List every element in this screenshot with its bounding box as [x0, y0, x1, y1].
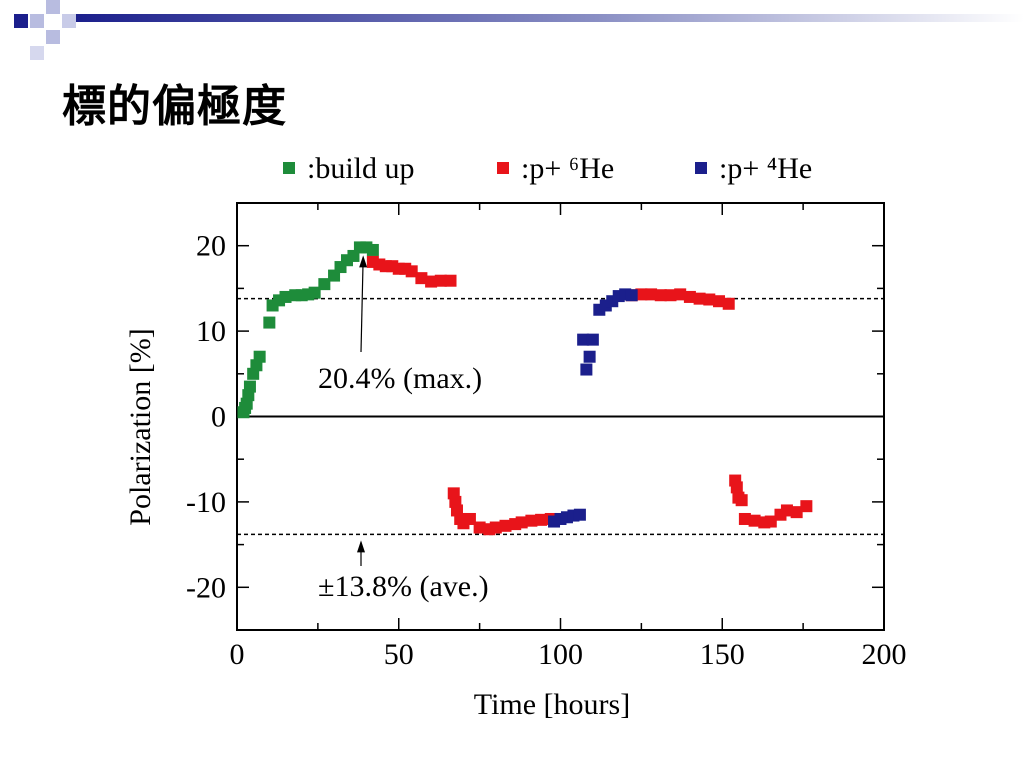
data-point-series-2: [664, 289, 677, 302]
max-annotation-text: 20.4% (max.): [318, 362, 482, 395]
y-tick-label: 10: [196, 315, 226, 348]
data-point-series-2: [713, 295, 726, 308]
data-point-series-2: [764, 515, 777, 528]
data-point-series-1: [263, 316, 276, 329]
x-tick-label: 100: [538, 638, 583, 671]
data-point-series-2: [693, 292, 706, 305]
y-tick-label: 0: [211, 401, 226, 434]
data-point-series-1: [366, 243, 379, 256]
x-tick-label: 150: [700, 638, 745, 671]
legend-label-series-1: :build up: [307, 152, 415, 185]
data-point-series-1: [253, 350, 266, 363]
x-tick-label: 0: [230, 638, 245, 671]
data-point-series-2: [800, 500, 813, 513]
data-point-series-2: [515, 516, 528, 529]
data-point-series-2: [645, 288, 658, 301]
data-point-series-2: [635, 288, 648, 301]
data-point-series-3: [580, 363, 593, 376]
data-point-series-2: [535, 513, 548, 526]
data-point-series-2: [735, 494, 748, 507]
y-tick-label: -10: [186, 486, 226, 519]
data-point-series-2: [683, 290, 696, 303]
data-point-series-2: [730, 481, 743, 494]
y-tick-label: 20: [196, 230, 226, 263]
x-axis-label: Time [hours]: [474, 688, 630, 721]
x-tick-label: 200: [862, 638, 907, 671]
data-point-series-2: [444, 274, 457, 287]
legend-marker-series-3: [695, 162, 707, 174]
data-point-series-3: [625, 289, 638, 302]
data-point-series-3: [583, 350, 596, 363]
data-point-series-2: [525, 514, 538, 527]
data-point-series-1: [247, 367, 260, 380]
data-point-series-1: [279, 290, 292, 303]
data-point-series-1: [308, 286, 321, 299]
slide-title: 標的偏極度: [62, 81, 287, 132]
data-point-series-3: [577, 333, 590, 346]
data-point-series-2: [434, 274, 447, 287]
data-point-series-2: [790, 506, 803, 519]
data-point-series-1: [243, 380, 256, 393]
data-point-series-2: [738, 512, 751, 525]
data-point-series-2: [722, 297, 735, 310]
data-point-series-2: [425, 275, 438, 288]
max-annotation-arrow: [360, 257, 364, 353]
legend-marker-series-1: [283, 162, 295, 174]
data-point-series-2: [674, 288, 687, 301]
data-point-series-3: [560, 511, 573, 524]
data-point-series-2: [405, 265, 418, 278]
data-point-series-2: [463, 512, 476, 525]
data-point-series-2: [415, 272, 428, 285]
y-tick-label: -20: [186, 571, 226, 604]
average-annotation-text: ±13.8% (ave.): [318, 570, 489, 603]
data-point-series-2: [473, 521, 486, 534]
data-point-series-2: [780, 504, 793, 517]
y-axis-label: Polarization [%]: [124, 328, 157, 525]
data-point-series-3: [567, 509, 580, 522]
legend: :build up :p+ ⁶He :p+ ⁴He: [283, 152, 812, 185]
data-point-series-2: [509, 518, 522, 531]
legend-marker-series-2: [497, 162, 509, 174]
x-tick-label: 50: [384, 638, 414, 671]
slide-header-decoration: [14, 0, 1024, 60]
data-point-series-2: [489, 521, 502, 534]
average-annotation-arrowhead: [357, 540, 365, 553]
data-point-series-2: [774, 508, 787, 521]
data-point-series-2: [703, 293, 716, 306]
data-point-series-3: [573, 508, 586, 521]
legend-label-series-2: :p+ ⁶He: [521, 152, 614, 185]
data-point-series-2: [654, 289, 667, 302]
data-point-series-3: [586, 333, 599, 346]
legend-label-series-3: :p+ ⁴He: [719, 152, 812, 185]
data-point-series-2: [748, 514, 761, 527]
data-point-series-2: [499, 519, 512, 532]
max-annotation-arrowhead: [359, 255, 368, 268]
data-point-series-1: [318, 278, 331, 291]
